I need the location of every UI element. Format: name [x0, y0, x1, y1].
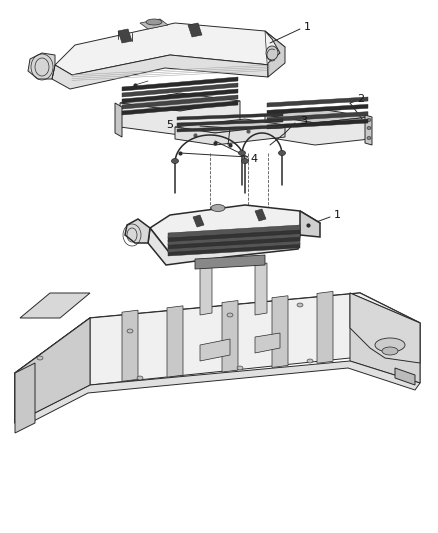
Polygon shape — [168, 239, 300, 253]
Polygon shape — [55, 23, 285, 75]
Polygon shape — [118, 29, 132, 43]
Polygon shape — [15, 363, 35, 433]
Polygon shape — [265, 109, 370, 123]
Ellipse shape — [367, 118, 371, 122]
Text: 1: 1 — [304, 22, 311, 32]
Polygon shape — [350, 293, 420, 363]
Polygon shape — [193, 215, 204, 227]
Polygon shape — [115, 103, 122, 137]
Polygon shape — [168, 243, 300, 256]
Polygon shape — [195, 255, 265, 269]
Ellipse shape — [279, 150, 286, 156]
Text: 1: 1 — [334, 210, 341, 220]
Polygon shape — [28, 53, 55, 79]
Polygon shape — [317, 292, 333, 364]
Text: 5: 5 — [166, 120, 173, 130]
Polygon shape — [222, 301, 238, 372]
Polygon shape — [52, 55, 270, 89]
Polygon shape — [15, 361, 420, 429]
Ellipse shape — [367, 136, 371, 140]
Polygon shape — [122, 310, 138, 381]
Ellipse shape — [297, 303, 303, 307]
Ellipse shape — [266, 46, 278, 60]
Polygon shape — [267, 119, 368, 129]
Polygon shape — [267, 97, 368, 107]
Polygon shape — [200, 339, 230, 361]
Polygon shape — [350, 293, 420, 383]
Polygon shape — [120, 93, 240, 111]
Polygon shape — [125, 219, 150, 243]
Polygon shape — [122, 83, 238, 97]
Polygon shape — [168, 225, 300, 238]
Polygon shape — [272, 296, 288, 367]
Polygon shape — [167, 306, 183, 377]
Polygon shape — [255, 263, 267, 315]
Polygon shape — [120, 101, 240, 135]
Polygon shape — [365, 115, 372, 145]
Ellipse shape — [37, 356, 43, 360]
Polygon shape — [175, 125, 285, 145]
Polygon shape — [15, 318, 90, 423]
Polygon shape — [15, 293, 420, 377]
Polygon shape — [140, 19, 168, 29]
Polygon shape — [255, 209, 266, 221]
Ellipse shape — [239, 150, 246, 156]
Polygon shape — [168, 232, 300, 245]
Polygon shape — [122, 77, 238, 91]
Ellipse shape — [367, 126, 371, 130]
Text: 3: 3 — [300, 116, 307, 126]
Polygon shape — [122, 89, 238, 103]
Polygon shape — [168, 229, 300, 241]
Ellipse shape — [307, 359, 313, 363]
Polygon shape — [175, 119, 285, 133]
Polygon shape — [177, 119, 283, 126]
Ellipse shape — [146, 19, 162, 25]
Polygon shape — [20, 293, 90, 318]
Ellipse shape — [137, 376, 143, 380]
Polygon shape — [265, 31, 285, 77]
Polygon shape — [200, 263, 212, 315]
Ellipse shape — [382, 347, 398, 355]
Polygon shape — [15, 318, 90, 423]
Polygon shape — [300, 211, 320, 237]
Text: 4: 4 — [250, 154, 257, 164]
Ellipse shape — [241, 158, 248, 164]
Polygon shape — [150, 205, 320, 251]
Polygon shape — [177, 125, 283, 132]
Polygon shape — [395, 368, 415, 385]
Polygon shape — [15, 293, 420, 423]
Polygon shape — [255, 333, 280, 353]
Polygon shape — [122, 101, 238, 115]
Polygon shape — [188, 23, 202, 37]
Ellipse shape — [227, 313, 233, 317]
Polygon shape — [267, 104, 368, 115]
Ellipse shape — [375, 338, 405, 352]
Ellipse shape — [237, 366, 243, 370]
Polygon shape — [122, 95, 238, 109]
Ellipse shape — [211, 205, 225, 212]
Text: 2: 2 — [357, 94, 364, 104]
Polygon shape — [267, 112, 368, 122]
Ellipse shape — [127, 329, 133, 333]
Ellipse shape — [172, 158, 179, 164]
Polygon shape — [168, 236, 300, 249]
Polygon shape — [265, 115, 370, 145]
Polygon shape — [148, 228, 300, 265]
Polygon shape — [177, 113, 283, 120]
